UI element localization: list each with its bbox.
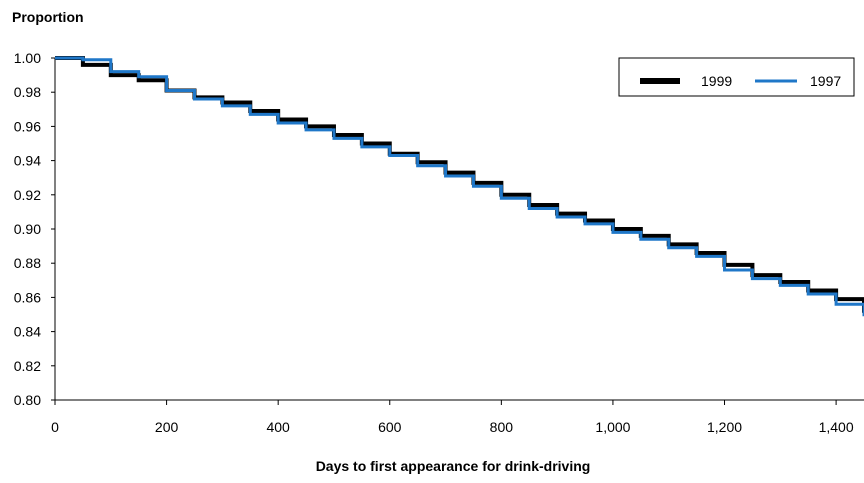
x-tick-label: 1,000 (595, 419, 630, 435)
x-tick-label: 600 (378, 419, 402, 435)
y-tick-label: 0.96 (14, 118, 41, 134)
x-tick-label: 1,200 (707, 419, 742, 435)
x-tick-label: 1,400 (819, 419, 854, 435)
y-tick-label: 0.84 (14, 324, 41, 340)
y-tick-label: 0.98 (14, 84, 41, 100)
y-tick-label: 1.00 (14, 50, 41, 66)
y-axis-title: Proportion (12, 9, 84, 25)
x-tick-label: 800 (490, 419, 514, 435)
series-group (55, 56, 864, 317)
x-axis: 0 200 400 600 800 1,000 1,200 1,400 (51, 400, 854, 435)
legend-box (618, 57, 855, 97)
x-tick-label: 400 (266, 419, 290, 435)
y-axis: 0.80 0.82 0.84 0.86 0.88 0.90 0.92 0.94 0.96 0.98… (14, 50, 55, 408)
y-tick-label: 0.86 (14, 289, 41, 305)
x-tick-label: 0 (51, 419, 59, 435)
series-line-1997 (55, 56, 864, 317)
legend-label-1997: 1997 (810, 73, 841, 89)
y-tick-label: 0.82 (14, 358, 41, 374)
legend: 1999 1997 (618, 57, 855, 97)
y-tick-label: 0.88 (14, 255, 41, 271)
legend-label-1999: 1999 (701, 73, 732, 89)
y-tick-label: 0.80 (14, 392, 41, 408)
y-tick-label: 0.92 (14, 187, 41, 203)
y-tick-label: 0.90 (14, 221, 41, 237)
x-tick-label: 200 (155, 419, 179, 435)
x-axis-title: Days to first appearance for drink-drivi… (316, 458, 591, 474)
y-tick-label: 0.94 (14, 153, 41, 169)
